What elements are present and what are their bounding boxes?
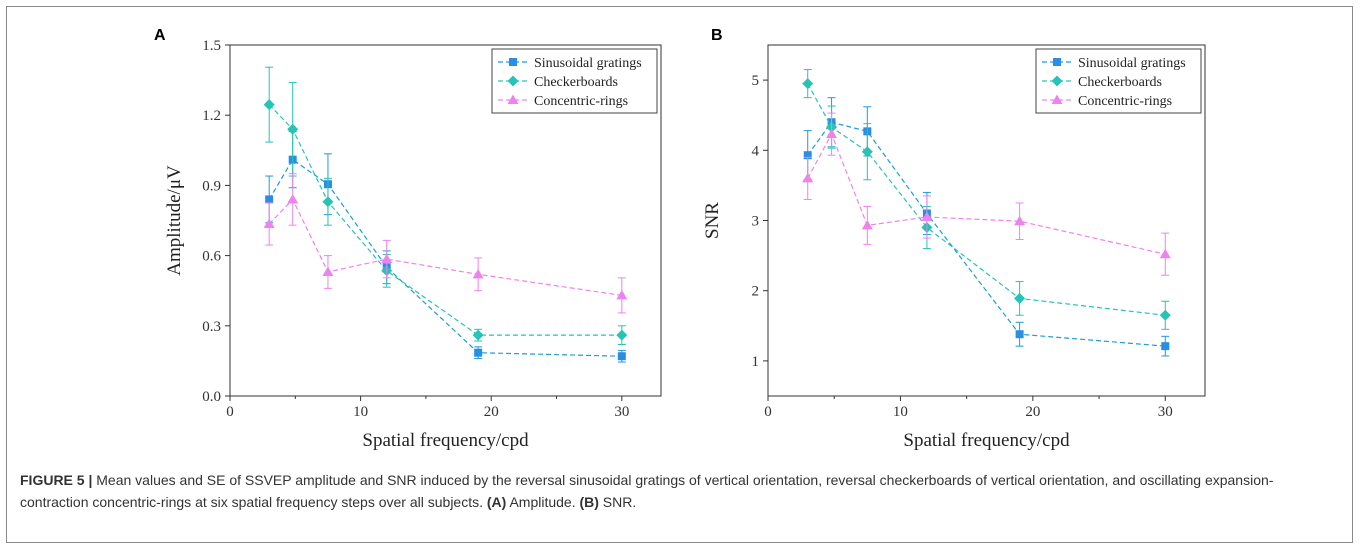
data-point <box>1159 309 1171 321</box>
data-point <box>322 196 334 208</box>
y-tick-label: 2 <box>752 284 760 300</box>
figure-caption: FIGURE 5 | Mean values and SE of SSVEP a… <box>20 469 1335 513</box>
data-point <box>472 329 484 341</box>
legend-label: Checkerboards <box>534 75 618 90</box>
y-tick-label: 1 <box>752 354 760 370</box>
panel-letter-b: B <box>711 27 723 44</box>
data-point <box>1161 342 1170 351</box>
caption-part-b-text: SNR. <box>598 494 637 510</box>
data-point <box>1159 248 1171 259</box>
y-axis-label: SNR <box>702 202 723 239</box>
data-point <box>263 218 275 229</box>
legend-marker <box>509 58 517 66</box>
data-point <box>802 78 814 90</box>
x-tick-label: 10 <box>893 404 908 420</box>
x-axis-label: Spatial frequency/cpd <box>362 430 529 451</box>
data-point <box>826 128 838 139</box>
series-line <box>807 132 1166 255</box>
caption-text: Mean values and SE of SSVEP amplitude an… <box>20 472 1274 510</box>
data-point <box>474 348 483 357</box>
legend-box <box>491 48 658 114</box>
data-point <box>265 195 274 204</box>
series-square <box>803 97 1170 357</box>
data-point <box>617 352 626 361</box>
y-tick-label: 1.5 <box>202 38 221 54</box>
y-tick-label: 5 <box>752 73 760 89</box>
x-tick-label: 0 <box>764 404 772 420</box>
data-point <box>616 289 628 300</box>
x-tick-label: 0 <box>226 404 234 420</box>
legend-marker <box>1051 75 1063 87</box>
caption-part-b-label: (B) <box>579 494 599 510</box>
data-point <box>921 211 933 221</box>
data-point <box>1014 292 1026 304</box>
data-point <box>802 172 814 183</box>
data-point <box>381 253 393 264</box>
data-point <box>861 146 873 158</box>
data-point <box>322 266 334 276</box>
x-tick-label: 20 <box>1025 404 1040 420</box>
legend-marker <box>1053 58 1061 66</box>
data-point <box>861 219 873 230</box>
series-triangle <box>802 112 1171 276</box>
data-point <box>1014 215 1026 226</box>
series-line <box>268 158 622 357</box>
y-tick-label: 4 <box>752 143 760 159</box>
data-point <box>616 329 628 341</box>
data-point <box>263 99 275 111</box>
series-diamond <box>802 69 1171 330</box>
snr-chart: 0 10 20 30 1 2 3 4 5 Spatial frequency/cpd SNR Sinu… <box>702 44 1206 451</box>
amplitude-chart: 0 10 20 30 0.0 0.3 0.6 0.9 1.2 1.5 Spatial frequen… <box>164 38 662 451</box>
legend-marker <box>507 94 519 104</box>
panel-letter-a: A <box>154 27 166 44</box>
data-point <box>472 268 484 279</box>
series-square <box>265 131 626 363</box>
legend-box <box>1035 48 1202 114</box>
x-tick-label: 20 <box>484 404 499 420</box>
legend-marker <box>1051 94 1063 104</box>
caption-part-a-label: (A) <box>486 494 507 510</box>
series-diamond <box>263 66 628 346</box>
caption-label: FIGURE 5 | <box>20 472 93 488</box>
x-axis-label: Spatial frequency/cpd <box>903 430 1070 451</box>
caption-part-a-text: Amplitude. <box>506 494 580 510</box>
data-point <box>803 151 812 160</box>
data-point <box>1015 330 1024 339</box>
legend-label: Concentric-rings <box>1078 94 1172 109</box>
y-tick-label: 0.0 <box>202 389 221 405</box>
x-tick-label: 10 <box>353 404 368 420</box>
series-line <box>807 83 1166 316</box>
y-tick-label: 3 <box>752 214 760 230</box>
series-line <box>268 198 622 296</box>
data-point <box>287 193 299 204</box>
y-tick-label: 0.9 <box>202 178 221 194</box>
legend-label: Sinusoidal gratings <box>1078 56 1186 71</box>
x-tick-label: 30 <box>1158 404 1173 420</box>
series-triangle <box>263 173 628 314</box>
y-axis-label: Amplitude/μV <box>164 165 185 276</box>
series-line <box>268 104 622 336</box>
x-tick-label: 30 <box>614 404 629 420</box>
legend-label: Concentric-rings <box>534 94 628 109</box>
series-line <box>807 121 1166 347</box>
data-point <box>287 123 299 135</box>
figure-frame <box>6 6 1353 543</box>
y-tick-label: 0.3 <box>202 319 221 335</box>
plot-area-frame <box>229 44 662 397</box>
y-tick-label: 1.2 <box>202 108 221 124</box>
legend-label: Checkerboards <box>1078 75 1162 90</box>
legend-marker <box>507 75 519 87</box>
legend-label: Sinusoidal gratings <box>534 56 642 71</box>
y-tick-label: 0.6 <box>202 249 221 265</box>
